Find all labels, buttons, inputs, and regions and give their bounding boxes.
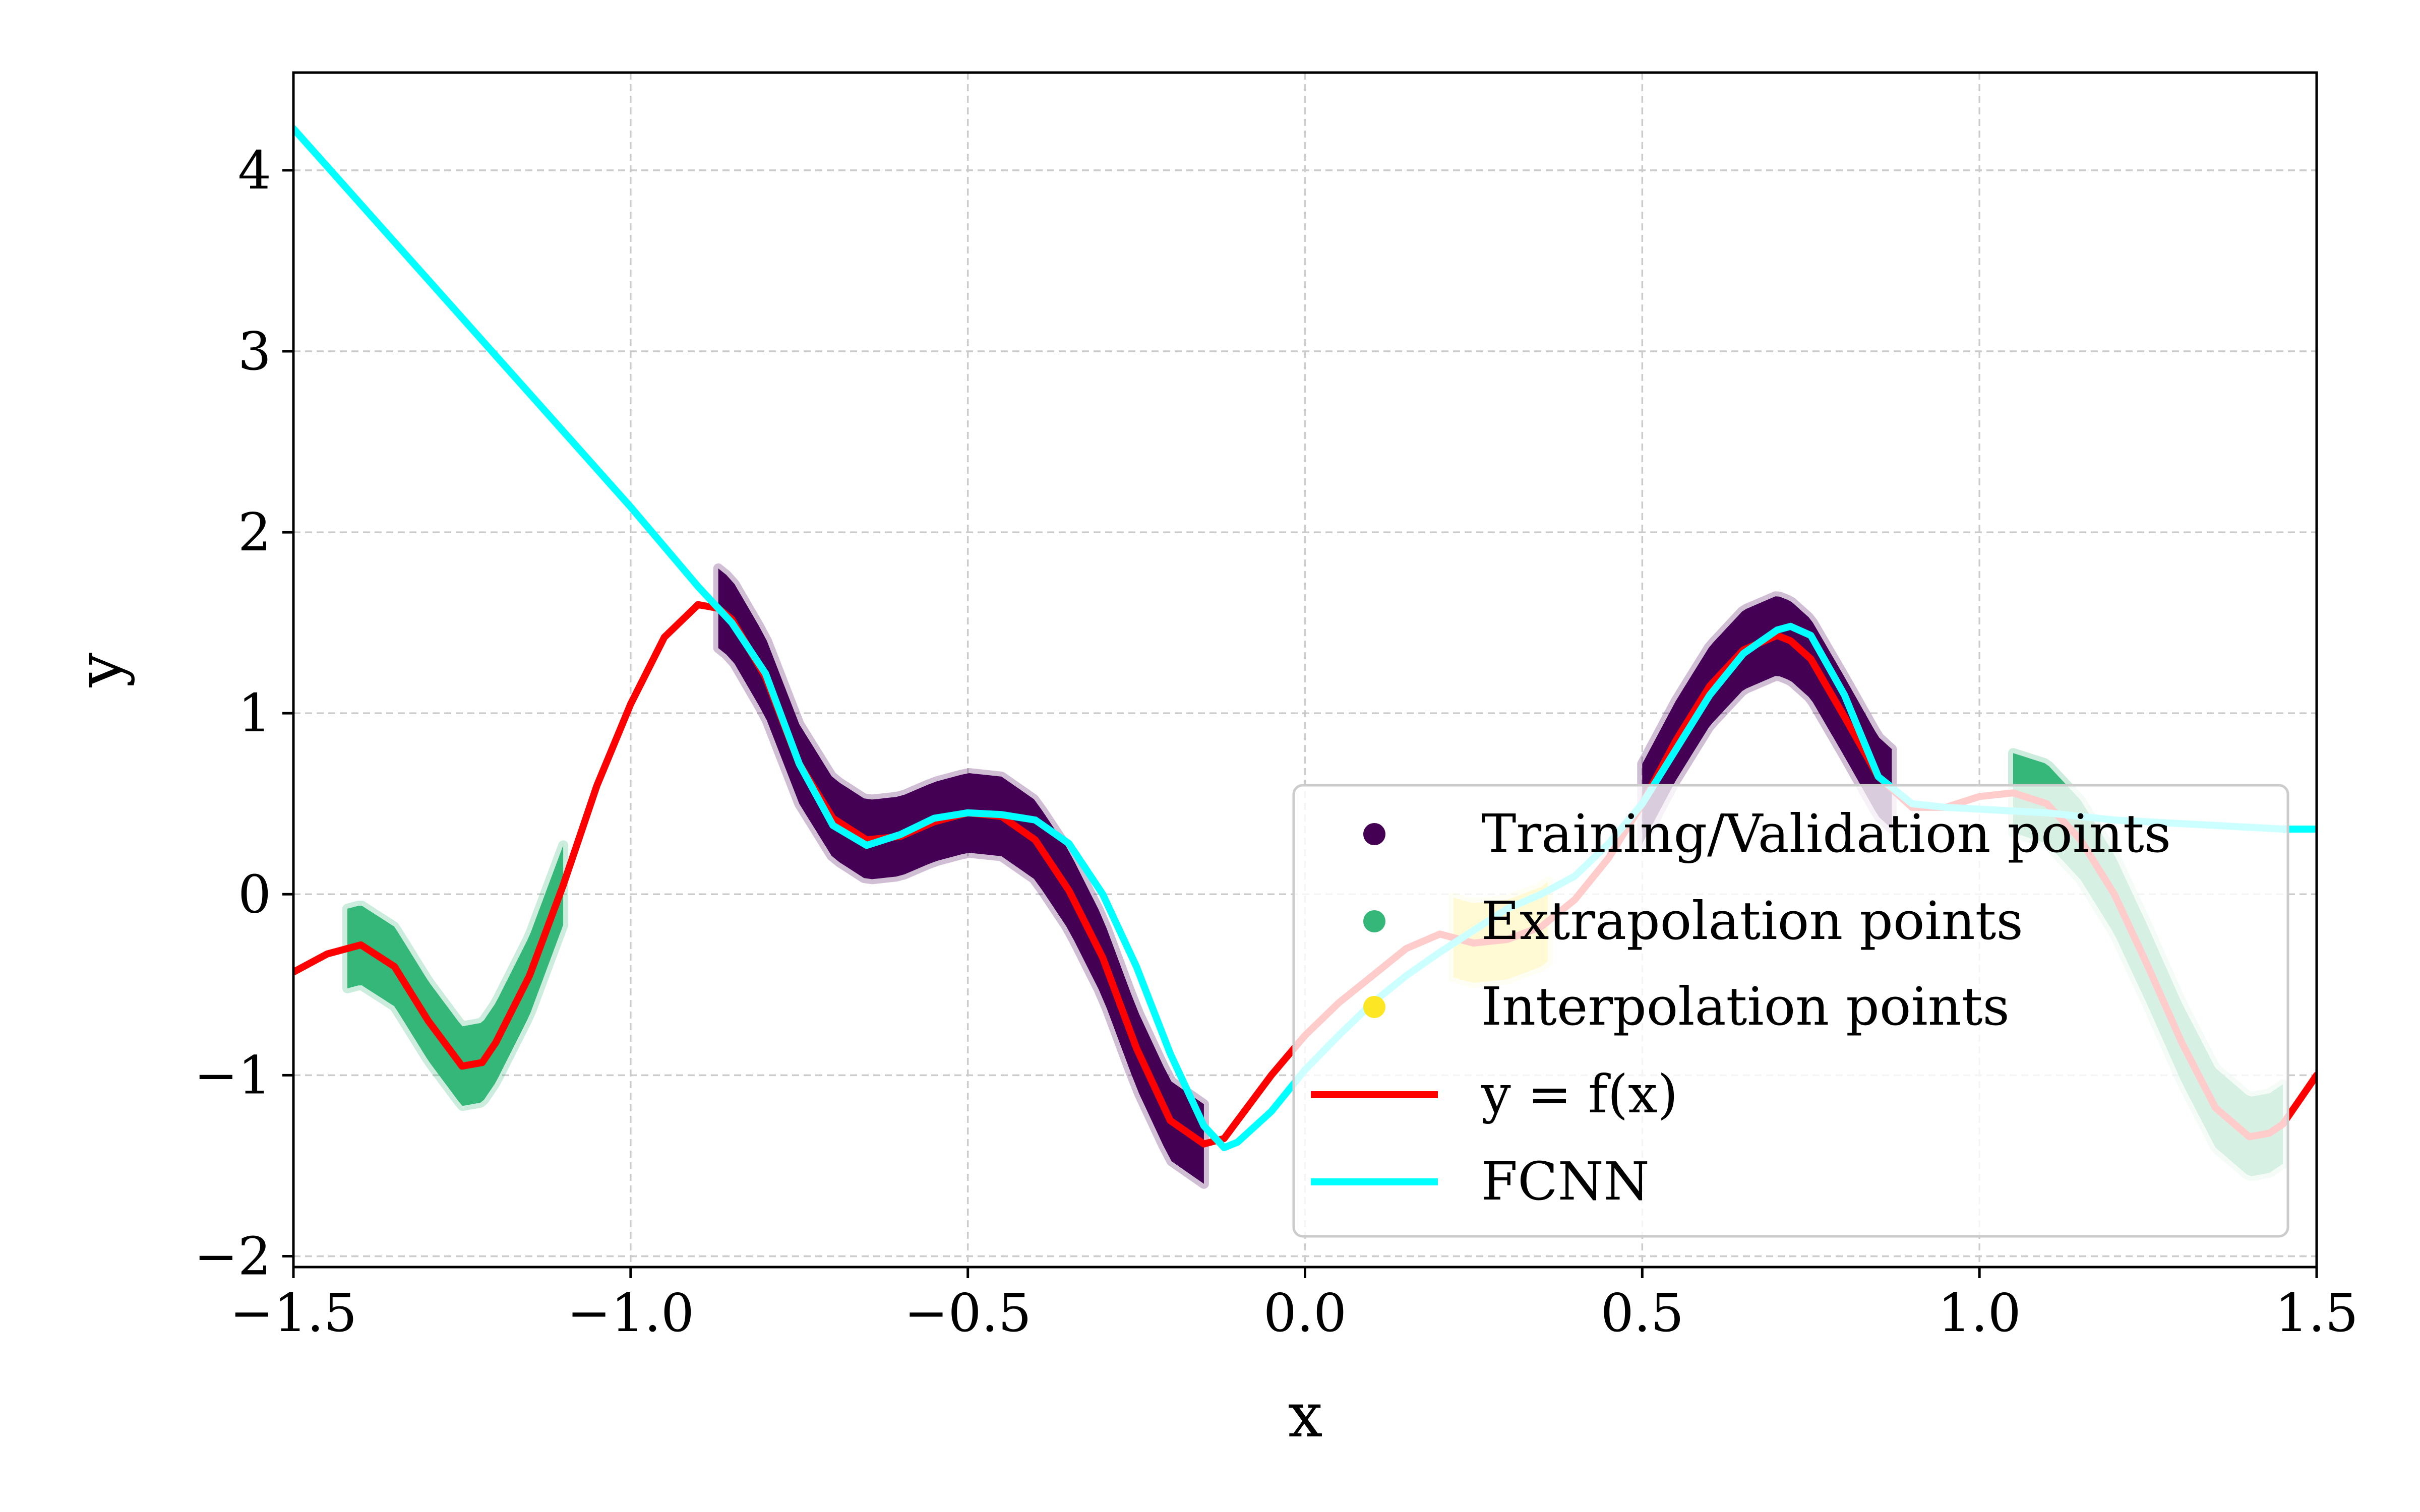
legend-box: [1292, 784, 2289, 1238]
x-tick-label: 1.0: [1938, 1282, 2021, 1344]
point-band: [342, 840, 569, 1111]
y-tick-label: 0: [238, 863, 271, 925]
y-tick-label: −2: [194, 1225, 271, 1287]
x-tick-label: −1.0: [567, 1282, 695, 1344]
ticks: −1.5 −1.0 −0.5 0.0 0.5 1.0 1.5 −2 −1 0 1 2 3 4: [194, 140, 2358, 1344]
legend-marker: [1363, 823, 1385, 845]
x-axis-title: x: [1288, 1379, 1323, 1451]
x-tick-label: 0.5: [1601, 1282, 1684, 1344]
x-tick-label: −0.5: [904, 1282, 1032, 1344]
y-tick-label: 2: [238, 501, 271, 563]
point-band: [713, 563, 1209, 1189]
y-tick-label: 4: [238, 140, 271, 201]
x-tick-label: −1.5: [230, 1282, 357, 1344]
y-axis-title: y: [64, 652, 136, 687]
legend-label: Extrapolation points: [1481, 890, 2023, 952]
legend-label: FCNN: [1481, 1151, 1650, 1212]
legend-marker: [1363, 996, 1385, 1018]
legend-marker: [1363, 910, 1385, 932]
x-tick-label: 1.5: [2275, 1282, 2358, 1344]
y-tick-label: −1: [194, 1044, 271, 1106]
legend-label: Training/Validation points: [1481, 803, 2171, 864]
y-tick-label: 3: [238, 321, 271, 382]
y-tick-label: 1: [238, 682, 271, 744]
legend-label: Interpolation points: [1481, 976, 2010, 1037]
legend: Training/Validation points Extrapolation …: [1292, 784, 2289, 1238]
x-tick-label: 0.0: [1263, 1282, 1347, 1344]
legend-label: y = f(x): [1481, 1063, 1678, 1125]
